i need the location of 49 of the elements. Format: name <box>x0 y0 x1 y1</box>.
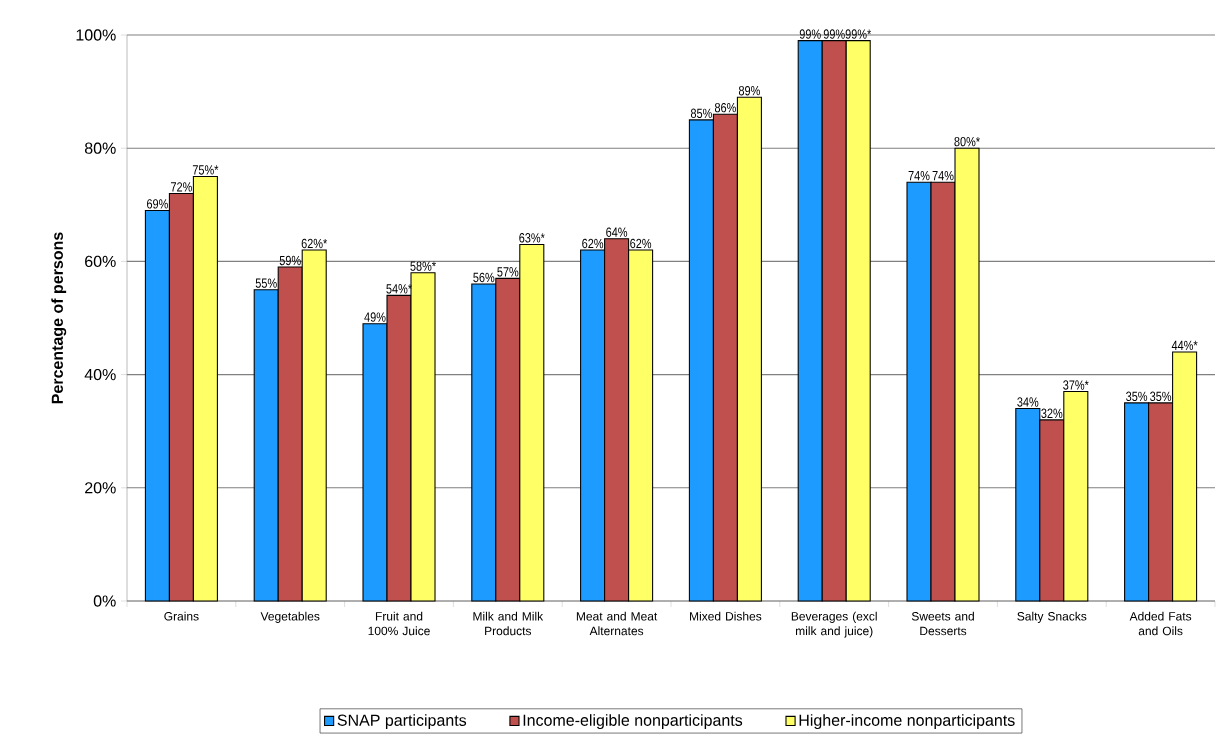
y-tick-label: 40% <box>84 368 116 381</box>
data-label: 59% <box>279 255 301 266</box>
data-label: 35% <box>1126 391 1148 402</box>
x-tick-label: Sweets and Desserts <box>911 611 974 636</box>
data-label: 99% <box>823 29 845 39</box>
x-tick-label: Salty Snacks <box>1017 611 1087 623</box>
data-label: 35% <box>1150 391 1172 402</box>
data-label: 80%* <box>954 136 980 147</box>
legend-label: SNAP participants <box>337 714 467 730</box>
data-label: 89% <box>738 85 760 96</box>
data-label: 55% <box>255 278 277 288</box>
x-tick-label: Beverages (excl milk and juice) <box>791 611 877 638</box>
data-label: 85% <box>690 108 712 119</box>
data-label: 62%* <box>301 238 328 249</box>
y-tick-label: 100% <box>76 29 116 41</box>
x-tick-label: Meat and Meat Alternates <box>576 611 658 636</box>
data-label: 72% <box>171 182 192 192</box>
data-label: 62% <box>630 238 652 249</box>
data-label: 56% <box>473 272 495 283</box>
x-tick-label: Vegetables <box>260 611 320 623</box>
data-label: 63%* <box>519 233 545 243</box>
data-label: 37%* <box>1063 380 1089 390</box>
data-label: 32% <box>1041 408 1063 419</box>
x-tick-label: Grains <box>164 611 199 621</box>
data-label: 99%* <box>845 29 872 39</box>
data-label: 49% <box>364 312 386 322</box>
data-label: 74% <box>932 170 954 181</box>
y-tick-label: 20% <box>85 482 116 494</box>
legend-label: Higher-income nonparticipants <box>799 714 1015 730</box>
x-tick-label: Fruit and 100% Juice <box>368 611 430 636</box>
data-label: 99% <box>799 29 821 39</box>
legend-label: Income-eligible nonparticipants <box>523 714 743 730</box>
x-tick-label: Mixed Dishes <box>690 611 762 621</box>
data-label: 58%* <box>410 261 436 271</box>
x-tick-label: Added Fats and Oils <box>1129 611 1192 636</box>
y-tick-label: 60% <box>85 255 116 268</box>
data-label: 57% <box>497 267 519 277</box>
data-label: 62% <box>582 238 604 249</box>
y-axis-title: Percentage of persons <box>51 232 67 404</box>
data-label: 64% <box>606 227 628 237</box>
data-label: 75%* <box>192 165 219 175</box>
y-tick-label: 0% <box>93 595 116 607</box>
data-label: 74% <box>908 170 930 181</box>
y-tick-label: 80% <box>84 142 116 154</box>
data-label: 44%* <box>1171 340 1198 351</box>
data-label: 86% <box>714 102 736 113</box>
x-tick-label: Milk and Milk Products <box>473 611 544 636</box>
data-label: 69% <box>147 199 168 209</box>
data-label: 34% <box>1017 397 1039 407</box>
